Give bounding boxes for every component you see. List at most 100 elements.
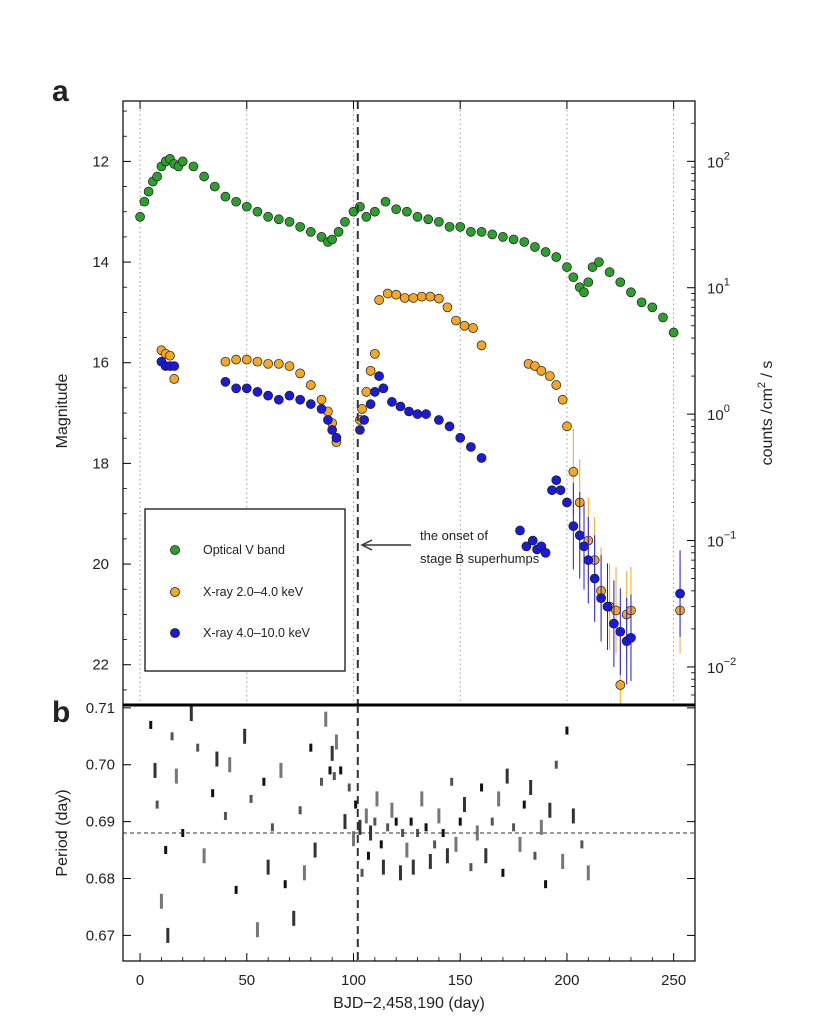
data-point-1-27 bbox=[416, 291, 427, 302]
periodogram-mark-1 bbox=[153, 762, 157, 778]
periodogram-mark-12 bbox=[211, 789, 215, 798]
data-point-0-48 bbox=[551, 252, 562, 262]
periodogram-mark-19 bbox=[255, 922, 259, 938]
data-point-2-20 bbox=[370, 387, 380, 397]
data-point-0-2 bbox=[143, 186, 154, 197]
data-point-2-21 bbox=[374, 371, 384, 381]
periodogram-mark-34 bbox=[332, 772, 336, 781]
legend-label-xray-soft: X-ray 2.0–4.0 keV bbox=[203, 585, 304, 599]
data-point-0-46 bbox=[530, 242, 540, 252]
data-point-1-36 bbox=[530, 361, 540, 371]
periodogram-mark-26 bbox=[298, 806, 302, 815]
periodogram-mark-41 bbox=[358, 819, 362, 835]
data-point-0-23 bbox=[316, 232, 327, 242]
periodogram-mark-52 bbox=[394, 817, 398, 826]
periodogram-mark-9 bbox=[189, 706, 193, 722]
periodogram-mark-42 bbox=[360, 868, 364, 877]
time-tick-label-1: 50 bbox=[238, 972, 255, 989]
periodogram-mark-88 bbox=[565, 726, 569, 735]
legend-label-xray-hard: X-ray 4.0–10.0 keV bbox=[203, 626, 311, 640]
data-point-1-9 bbox=[273, 358, 284, 369]
periodogram-mark-68 bbox=[458, 817, 462, 826]
data-point-2-3 bbox=[169, 361, 180, 371]
data-point-0-35 bbox=[412, 211, 423, 222]
data-point-0-38 bbox=[444, 221, 455, 232]
periodogram-mark-38 bbox=[347, 783, 351, 792]
data-point-1-18 bbox=[357, 404, 367, 414]
periodogram-mark-29 bbox=[313, 842, 317, 858]
period-tick-label-0: 0.67 bbox=[86, 927, 115, 944]
data-point-2-49 bbox=[602, 601, 613, 612]
data-point-0-43 bbox=[498, 232, 508, 242]
data-point-1-7 bbox=[252, 356, 263, 367]
data-point-2-51 bbox=[615, 626, 626, 637]
data-point-0-33 bbox=[391, 204, 402, 215]
periodogram-mark-37 bbox=[343, 814, 347, 830]
series-2 bbox=[156, 356, 685, 685]
periodogram-mark-40 bbox=[354, 800, 358, 809]
data-point-2-4 bbox=[220, 377, 231, 387]
data-point-2-43 bbox=[568, 521, 579, 531]
periodogram-mark-67 bbox=[454, 836, 458, 852]
periodogram-mark-61 bbox=[428, 853, 432, 869]
periodogram-mark-70 bbox=[469, 863, 473, 872]
periodogram-mark-0 bbox=[149, 720, 153, 729]
periodogram-mark-20 bbox=[262, 777, 266, 786]
periodogram-mark-90 bbox=[580, 840, 584, 849]
data-point-0-61 bbox=[658, 312, 668, 323]
periodogram-mark-17 bbox=[243, 728, 247, 744]
periodogram-mark-76 bbox=[501, 868, 505, 877]
periodogram-mark-5 bbox=[166, 927, 170, 943]
magnitude-tick-label-0: 12 bbox=[92, 153, 109, 170]
data-point-0-57 bbox=[615, 277, 626, 288]
periodogram-mark-82 bbox=[533, 851, 537, 860]
time-axis-ticks: 0 50 100 150 200 250 bbox=[136, 101, 686, 989]
periodogram-mark-78 bbox=[512, 823, 516, 832]
periodogram-mark-80 bbox=[522, 800, 526, 809]
counts-tick-label-4: 10−2 bbox=[707, 656, 736, 677]
data-point-0-59 bbox=[636, 297, 647, 308]
periodogram-mark-50 bbox=[386, 823, 390, 832]
data-point-2-54 bbox=[675, 588, 685, 599]
data-point-1-26 bbox=[408, 293, 419, 303]
periodogram-mark-25 bbox=[292, 910, 296, 926]
periodogram-mark-24 bbox=[283, 880, 287, 889]
data-point-2-28 bbox=[434, 415, 444, 425]
periodogram-mark-57 bbox=[411, 859, 415, 875]
data-point-1-32 bbox=[459, 320, 470, 331]
data-point-2-6 bbox=[241, 383, 252, 394]
data-point-0-36 bbox=[423, 214, 434, 225]
data-point-0-1 bbox=[139, 196, 150, 207]
legend-swatch-xray-soft bbox=[170, 587, 180, 597]
periodogram-mark-56 bbox=[409, 817, 413, 826]
periodogram-mark-66 bbox=[450, 777, 454, 786]
data-point-2-13 bbox=[316, 404, 327, 414]
data-point-0-31 bbox=[370, 206, 380, 217]
data-point-1-39 bbox=[551, 380, 562, 390]
time-tick-label-0: 0 bbox=[136, 972, 144, 989]
periodogram-mark-87 bbox=[561, 853, 565, 869]
periodogram-mark-27 bbox=[302, 865, 306, 881]
data-point-0-27 bbox=[340, 216, 350, 227]
data-point-1-8 bbox=[263, 358, 273, 369]
periodogram-mark-89 bbox=[571, 808, 575, 824]
period-tick-label-4: 0.71 bbox=[86, 700, 115, 717]
data-point-0-40 bbox=[466, 227, 476, 237]
data-point-2-23 bbox=[387, 397, 397, 407]
periodogram-mark-28 bbox=[309, 743, 313, 752]
periodogram-mark-44 bbox=[366, 851, 370, 860]
periodogram-mark-63 bbox=[437, 808, 441, 824]
periodogram-mark-65 bbox=[445, 848, 449, 864]
data-point-2-16 bbox=[331, 432, 342, 443]
data-point-2-47 bbox=[589, 573, 600, 584]
data-point-0-20 bbox=[284, 216, 295, 227]
data-point-1-30 bbox=[442, 302, 453, 313]
data-point-2-9 bbox=[273, 394, 284, 405]
data-point-2-19 bbox=[365, 399, 376, 409]
data-point-1-10 bbox=[284, 361, 295, 371]
data-point-1-19 bbox=[361, 387, 372, 397]
data-point-1-42 bbox=[568, 466, 579, 477]
data-point-2-7 bbox=[252, 387, 263, 397]
magnitude-axis-label: Magnitude bbox=[54, 374, 71, 449]
legend-label-optical: Optical V band bbox=[203, 543, 285, 557]
